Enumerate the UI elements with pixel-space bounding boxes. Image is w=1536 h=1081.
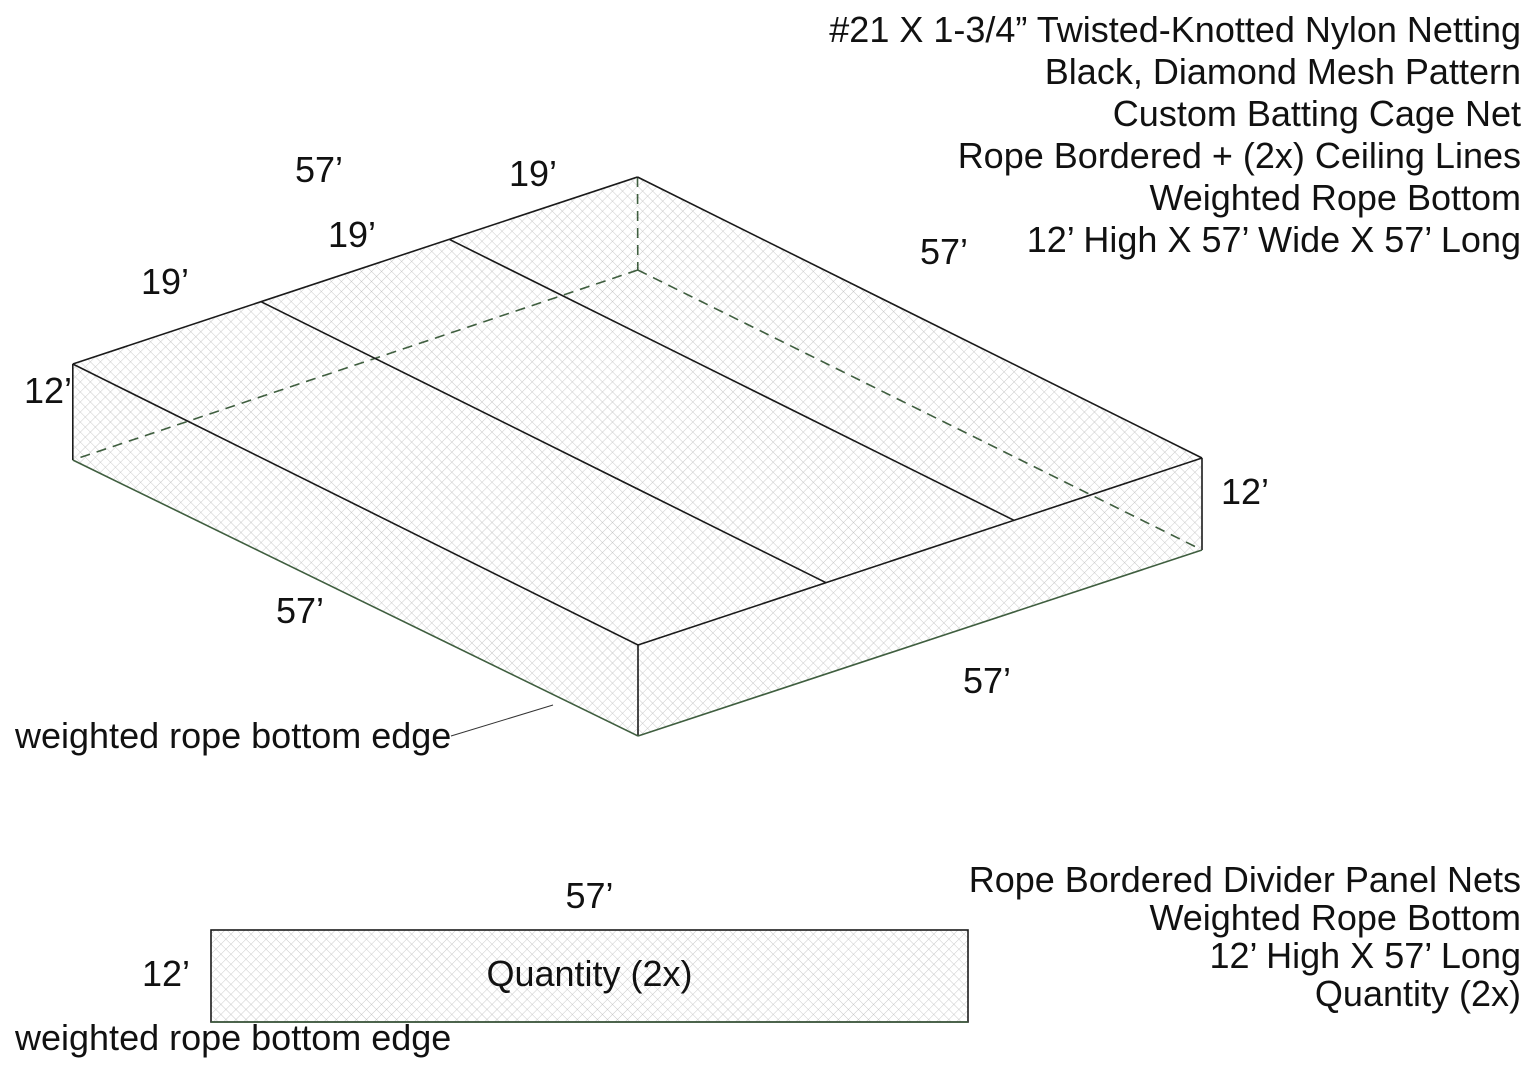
svg-text:57’: 57’ (920, 231, 968, 272)
svg-text:12’: 12’ (24, 370, 72, 411)
svg-text:#21 X 1-3/4” Twisted-Knotted N: #21 X 1-3/4” Twisted-Knotted Nylon Netti… (829, 9, 1521, 50)
svg-text:57’: 57’ (276, 590, 324, 631)
svg-text:Custom Batting Cage Net: Custom Batting Cage Net (1113, 93, 1521, 134)
svg-text:Weighted Rope Bottom: Weighted Rope Bottom (1149, 177, 1521, 218)
svg-text:57’: 57’ (963, 660, 1011, 701)
svg-text:weighted rope bottom edge: weighted rope bottom edge (14, 1017, 451, 1058)
svg-text:12’ High X 57’ Long: 12’ High X 57’ Long (1209, 935, 1521, 976)
svg-text:12’: 12’ (1221, 471, 1269, 512)
svg-text:57’: 57’ (295, 149, 343, 190)
svg-text:Rope Bordered + (2x) Ceiling L: Rope Bordered + (2x) Ceiling Lines (958, 135, 1521, 176)
svg-text:Quantity (2x): Quantity (2x) (486, 953, 692, 994)
svg-text:19’: 19’ (509, 153, 557, 194)
svg-text:Rope Bordered Divider Panel Ne: Rope Bordered Divider Panel Nets (969, 859, 1521, 900)
svg-text:Black, Diamond Mesh Pattern: Black, Diamond Mesh Pattern (1045, 51, 1521, 92)
svg-text:12’ High X 57’ Wide X 57’ Long: 12’ High X 57’ Wide X 57’ Long (1027, 219, 1521, 260)
svg-text:19’: 19’ (328, 214, 376, 255)
svg-text:12’: 12’ (142, 953, 190, 994)
svg-text:57’: 57’ (565, 875, 613, 916)
svg-text:19’: 19’ (141, 261, 189, 302)
svg-text:Weighted Rope Bottom: Weighted Rope Bottom (1149, 897, 1521, 938)
svg-text:weighted rope bottom edge: weighted rope bottom edge (14, 715, 451, 756)
svg-text:Quantity (2x): Quantity (2x) (1315, 973, 1521, 1014)
